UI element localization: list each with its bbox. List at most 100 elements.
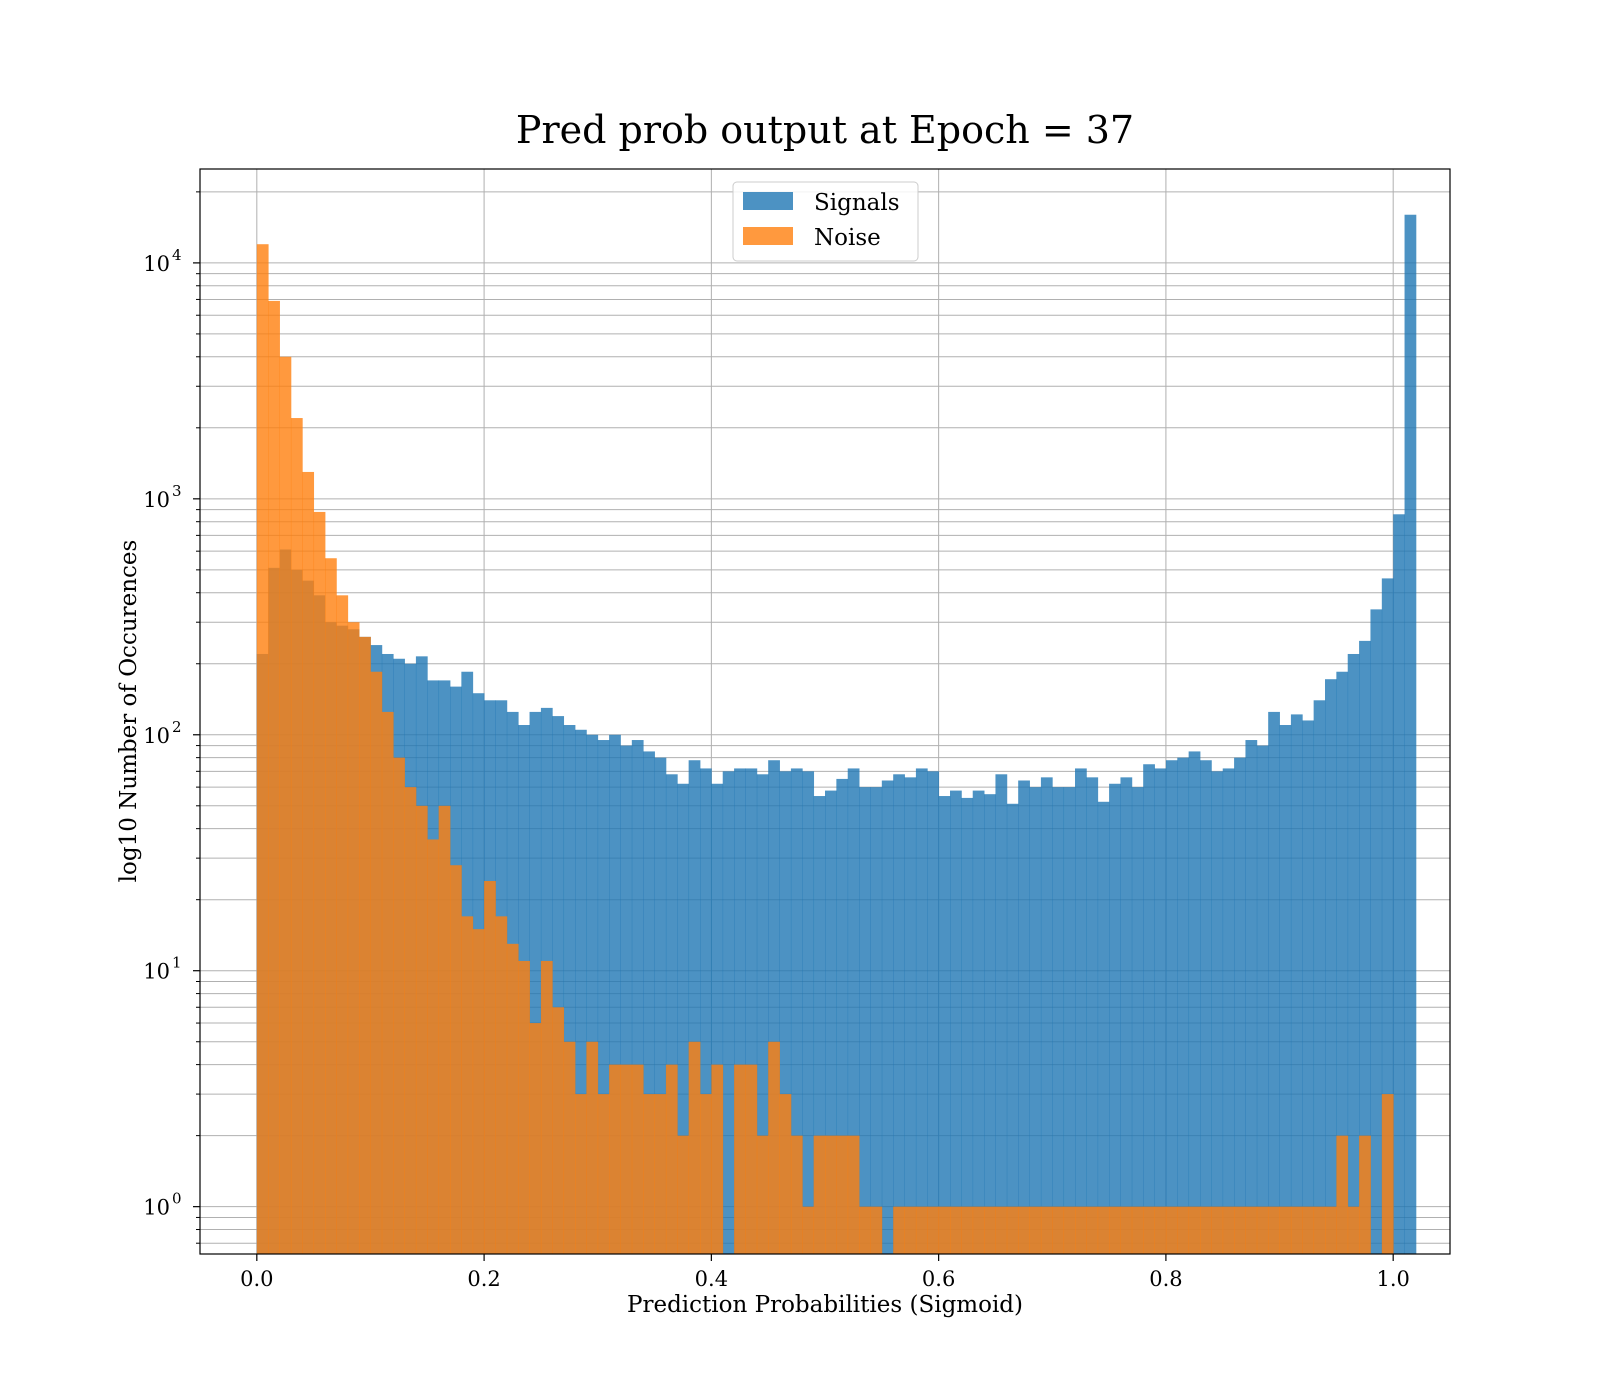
bar-signals [597, 740, 610, 1254]
bar-noise [529, 1023, 542, 1254]
bar-noise [1165, 1206, 1178, 1254]
bar-signals [915, 768, 928, 1254]
bar-noise [1018, 1206, 1030, 1254]
bar-signals [1109, 783, 1121, 1254]
bar-signals [677, 783, 690, 1254]
bar-noise [802, 1206, 815, 1254]
bar-signals [586, 734, 599, 1254]
plot-frame [199, 168, 1451, 1255]
y-tick-exponent: 3 [172, 482, 182, 500]
bar-signals [1302, 720, 1315, 1254]
bar-signals [1211, 771, 1224, 1254]
bar-signals [643, 751, 655, 1254]
bar-noise [1063, 1206, 1076, 1254]
bar-noise [1200, 1206, 1212, 1254]
bar-signals [1200, 760, 1212, 1254]
bar-signals [1347, 653, 1360, 1254]
bar-signals [620, 745, 633, 1254]
bars [256, 214, 1417, 1255]
bar-noise [1029, 1206, 1042, 1254]
bar-noise [461, 916, 474, 1254]
bar-signals [700, 768, 712, 1254]
bar-signals [881, 780, 894, 1254]
bar-signals [529, 711, 542, 1254]
y-tick-exponent: 1 [172, 954, 182, 972]
x-tick-label: 1.0 [1376, 1267, 1409, 1291]
bar-noise [972, 1206, 985, 1254]
bar-noise [450, 865, 462, 1254]
bar-signals [1245, 740, 1258, 1254]
y-axis-label: log10 Number of Occurences [116, 540, 142, 883]
bar-noise [859, 1206, 871, 1254]
bar-signals [779, 771, 792, 1254]
bar-signals [1279, 725, 1292, 1254]
bar-signals [1120, 777, 1133, 1254]
bar-signals [1359, 640, 1371, 1254]
bar-signals [1165, 760, 1178, 1254]
bar-signals [938, 796, 951, 1254]
bar-noise [665, 1064, 678, 1254]
bar-signals [836, 778, 849, 1254]
legend-swatch-signals [743, 192, 793, 210]
bar-noise [1359, 1135, 1371, 1254]
bar-noise [393, 757, 405, 1254]
bar-noise [1347, 1206, 1360, 1254]
bar-noise [563, 1041, 576, 1254]
bar-signals [972, 790, 985, 1254]
bar-noise [359, 636, 371, 1254]
bar-signals [1097, 801, 1110, 1254]
series-noise [256, 244, 1394, 1255]
bar-signals [1040, 777, 1053, 1254]
bar-signals [688, 760, 701, 1254]
bar-noise [768, 1041, 780, 1254]
bar-signals [1006, 803, 1019, 1254]
bar-noise [995, 1206, 1008, 1254]
bar-noise [756, 1135, 769, 1254]
y-tick-label: 10 [143, 960, 170, 984]
bar-noise [950, 1206, 962, 1254]
bar-signals [756, 774, 769, 1254]
bar-noise [540, 960, 553, 1254]
bar-signals [859, 787, 871, 1254]
bar-noise [438, 805, 451, 1254]
x-tick-label: 0.0 [240, 1267, 273, 1291]
bar-noise [870, 1206, 883, 1254]
bar-noise [1290, 1206, 1303, 1254]
x-tick-label: 0.2 [467, 1267, 500, 1291]
bar-noise [1097, 1206, 1110, 1254]
bar-noise [1211, 1206, 1224, 1254]
bar-noise [302, 471, 315, 1254]
bar-signals [1086, 777, 1099, 1254]
bar-noise [1040, 1206, 1053, 1254]
bar-signals [1313, 700, 1326, 1254]
bar-noise [1325, 1206, 1337, 1254]
bar-noise [893, 1206, 905, 1254]
bar-noise [495, 916, 508, 1254]
bar-signals [1290, 714, 1303, 1254]
bar-signals [609, 734, 621, 1254]
bar-noise [552, 1007, 565, 1254]
bar-signals [1018, 780, 1030, 1254]
legend: Signals Noise [732, 181, 919, 262]
legend-swatch-noise [743, 227, 793, 245]
legend-label-noise: Noise [814, 225, 881, 251]
bar-signals [1268, 711, 1280, 1254]
bar-noise [1006, 1206, 1019, 1254]
bar-noise [336, 595, 349, 1254]
bar-signals [1052, 787, 1065, 1254]
y-tick-exponent: 0 [172, 1190, 182, 1208]
bar-noise [700, 1094, 712, 1254]
bar-noise [370, 671, 383, 1254]
y-tick-label: 10 [143, 1196, 170, 1220]
bar-signals [552, 716, 565, 1254]
bar-noise [1177, 1206, 1190, 1254]
x-tick-label: 0.8 [1149, 1267, 1182, 1291]
bar-noise [961, 1206, 974, 1254]
bar-signals [927, 771, 940, 1254]
bar-noise [609, 1064, 621, 1254]
bar-noise [825, 1135, 837, 1254]
bar-noise [654, 1094, 667, 1254]
y-tick-exponent: 4 [172, 246, 182, 264]
